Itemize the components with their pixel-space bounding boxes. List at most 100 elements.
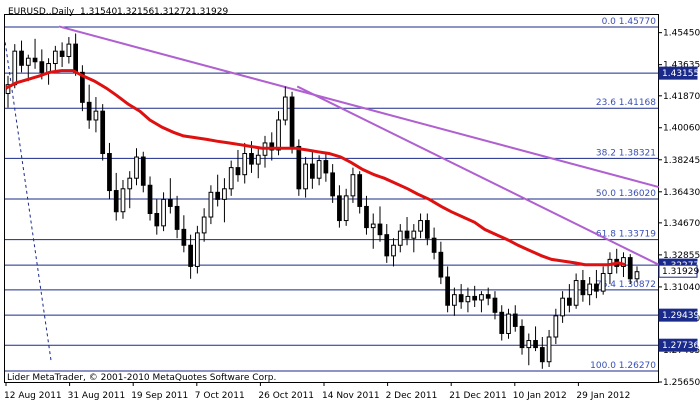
candle-body	[418, 220, 423, 232]
candle-body	[316, 160, 322, 179]
candle-body	[330, 172, 336, 197]
time-tick-label: 14 Nov 2011	[322, 391, 380, 401]
candle-body	[567, 297, 572, 306]
candle-body	[553, 315, 559, 338]
candle-body	[309, 163, 315, 179]
candle-body	[228, 167, 234, 190]
fibo-label: 23.6 1.41168	[596, 98, 656, 108]
time-tick-label: 7 Oct 2011	[195, 391, 245, 401]
candle-body	[201, 216, 207, 234]
plot-frame	[4, 14, 659, 383]
candle-body	[337, 195, 342, 222]
candle-body	[66, 43, 72, 57]
price-tag-label: 1.29439	[662, 311, 699, 321]
ohlc-close: 1.31929	[191, 7, 228, 17]
copyright-label: Lider MetaTrader, © 2001-2010 MetaQuotes…	[7, 373, 276, 383]
candle-body	[215, 191, 221, 200]
candle-body	[364, 205, 369, 229]
candle-body	[25, 57, 31, 66]
candle-body	[627, 257, 633, 280]
price-tick-label: 1.40060	[663, 124, 700, 134]
candle-body	[621, 257, 626, 267]
candle-body	[506, 313, 511, 334]
price-axis: 1.45450 1.43635 1.41870 1.40060 1.38245 1.364…	[658, 29, 700, 388]
time-tick-label: 21 Dec 2011	[449, 391, 507, 401]
candle-body	[465, 295, 471, 303]
trendline	[4, 42, 52, 362]
price-tick-label: 1.32855	[663, 251, 700, 261]
candle-body	[59, 50, 65, 57]
candle-body	[235, 167, 241, 176]
price-tick-label: 1.41870	[663, 92, 700, 102]
fibo-label: 76.4 1.30872	[596, 280, 656, 290]
candle-body	[282, 96, 288, 121]
price-tick-label: 1.45450	[663, 29, 700, 39]
price-tag-label: 1.43155	[662, 69, 699, 79]
candle-body	[492, 297, 498, 313]
candle-body	[188, 244, 193, 267]
candle-body	[594, 283, 599, 292]
candle-body	[208, 191, 214, 218]
candle-body	[289, 96, 295, 147]
candle-body	[539, 347, 545, 363]
price-tick-label: 1.38245	[663, 156, 700, 166]
candle-body	[519, 325, 525, 349]
candle-body	[269, 142, 275, 151]
price-tick-label: 1.36430	[663, 188, 700, 198]
candle-body	[526, 340, 532, 349]
candle-body	[357, 174, 363, 207]
fibo-label: 61.8 1.33719	[596, 230, 656, 240]
time-tick-label: 29 Jan 2012	[576, 391, 630, 401]
candle-body	[222, 188, 227, 200]
candle-body	[147, 184, 153, 214]
trendline	[58, 25, 659, 188]
candle-body	[93, 110, 99, 121]
candle-body	[154, 212, 160, 227]
candle-body	[195, 232, 200, 267]
candle-body	[113, 190, 119, 213]
candle-body	[100, 110, 106, 155]
candle-body	[276, 119, 281, 151]
candle-body	[52, 50, 58, 65]
price-tag-box	[658, 66, 698, 80]
fibo-label: 100.0 1.26270	[590, 361, 656, 371]
candle-body	[39, 61, 45, 73]
candle-body	[242, 153, 248, 176]
price-tick-label: 1.34670	[663, 219, 700, 229]
candle-body	[19, 50, 24, 66]
candle-body	[445, 276, 450, 306]
candle-body	[600, 272, 606, 292]
candle-body	[140, 156, 146, 186]
candle-body	[580, 280, 586, 296]
candle-body	[296, 145, 302, 190]
candle-body	[120, 188, 126, 213]
time-axis: 12 Aug 2011 31 Aug 2011 19 Sep 2011 7 Oct 2…	[4, 382, 630, 401]
candle-body	[397, 230, 403, 246]
candle-body	[499, 311, 505, 334]
candle-body	[404, 230, 410, 239]
candle-body	[303, 163, 308, 190]
fibonacci-levels: 0.0 1.45770 23.6 1.41168 38.2 1.38321 50.0 …	[5, 17, 658, 372]
ohlc-low: 1.31272	[154, 7, 191, 17]
candle-body	[255, 154, 261, 165]
candle-body	[391, 244, 396, 257]
time-tick-label: 10 Jan 2012	[513, 391, 567, 401]
candle-body	[107, 153, 112, 192]
trendline	[296, 85, 660, 266]
price-tick-label: 1.43635	[663, 61, 700, 71]
candle-body	[32, 57, 38, 63]
price-tag-label: 1.31929	[662, 267, 699, 277]
candle-body	[181, 228, 187, 246]
fibo-label: 50.0 1.36020	[596, 189, 656, 199]
candle-body	[634, 271, 640, 280]
candle-body	[472, 295, 478, 301]
candle-body	[512, 313, 518, 327]
price-tag-box	[658, 338, 698, 352]
candle-body	[80, 71, 85, 103]
time-tick-label: 31 Aug 2011	[68, 391, 126, 401]
candle-body	[167, 198, 173, 207]
candle-body	[174, 205, 180, 230]
